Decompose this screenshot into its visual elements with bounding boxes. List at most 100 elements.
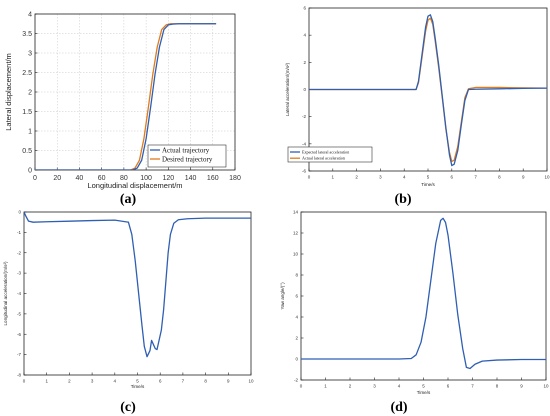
x-tick-label: 0 [308, 175, 311, 180]
x-tick-label: 2 [349, 384, 352, 389]
x-tick-label: 2 [355, 175, 358, 180]
x-tick-label: 40 [76, 175, 84, 182]
x-axis-title: Time/s [421, 182, 435, 187]
y-tick-label: -2 [17, 250, 21, 255]
series-line [301, 217, 546, 370]
legend-box [287, 146, 373, 163]
legend: Expected lateral acceleration Actual late… [287, 146, 373, 163]
x-tick-label: 5 [136, 379, 139, 384]
x-tick-label: 3 [373, 384, 376, 389]
y-tick-label: 2 [295, 336, 298, 341]
y-tick-label: 0 [295, 357, 298, 362]
panel-d-chart: 0 1 2 3 4 5 6 7 8 9 10 -2 0 2 4 6 8 10 12 14 Time/s Yaw angle… [275, 208, 550, 416]
x-tick-label: 180 [229, 175, 241, 182]
y-tick-label: 0 [18, 210, 21, 215]
x-tick-label: 140 [185, 175, 197, 182]
x-tick-label: 100 [140, 175, 152, 182]
x-axis: 0 1 2 3 4 5 6 7 8 9 10 [308, 168, 550, 180]
y-tick-label: -6 [302, 169, 306, 174]
series-line [35, 23, 217, 170]
legend-label: Actual trajectory [162, 146, 210, 154]
plot-frame [23, 211, 252, 376]
panel-a-chart: 0 20 40 60 80 100 120 140 160 180 0 0.5 1 1.5 2 2.5 3 3.5… [0, 0, 275, 208]
y-tick-label: -8 [17, 373, 21, 378]
x-tick-label: 80 [120, 175, 128, 182]
y-tick-label: -4 [17, 291, 21, 296]
x-tick-label: 7 [182, 379, 185, 384]
x-tick-label: 4 [403, 175, 406, 180]
panel-label: (c) [120, 400, 136, 415]
series-line [309, 14, 547, 167]
x-tick-label: 6 [447, 384, 450, 389]
x-tick-label: 10 [248, 379, 254, 384]
y-tick-label: 12 [293, 231, 299, 236]
y-tick-label: -1 [17, 230, 21, 235]
y-axis: -2 0 2 4 6 8 10 12 14 [293, 210, 304, 383]
x-tick-label: 10 [544, 175, 550, 180]
x-tick-label: 5 [422, 384, 425, 389]
x-tick-label: 4 [398, 384, 401, 389]
y-tick-label: 2.5 [22, 70, 32, 77]
x-tick-label: 6 [451, 175, 454, 180]
x-tick-label: 1 [45, 379, 48, 384]
x-tick-label: 3 [379, 175, 382, 180]
x-tick-label: 9 [520, 384, 523, 389]
legend-label: Expected lateral acceleration [302, 149, 349, 154]
x-tick-label: 8 [496, 384, 499, 389]
y-tick-label: 10 [293, 252, 299, 257]
y-tick-label: -4 [302, 141, 306, 146]
y-tick-label: -6 [17, 332, 21, 337]
x-tick-label: 4 [114, 379, 117, 384]
x-tick-label: 8 [204, 379, 207, 384]
y-tick-label: 1.5 [22, 109, 32, 116]
longitudinal-acceleration-chart-svg: 0 1 2 3 4 5 6 7 8 9 10 -8 -7 -6 -5 -4 -3 -2 -1 0 Time/s Longi… [3, 210, 254, 415]
x-tick-label: 7 [471, 384, 474, 389]
series-line [24, 212, 251, 358]
x-tick-label: 8 [498, 175, 501, 180]
x-axis: 0 1 2 3 4 5 6 7 8 9 10 [300, 377, 549, 389]
y-tick-label: -2 [294, 378, 298, 383]
panel-label: (a) [120, 192, 137, 207]
y-tick-label: 6 [303, 6, 306, 11]
x-tick-label: 10 [543, 384, 549, 389]
x-tick-label: 20 [53, 175, 61, 182]
x-tick-label: 60 [98, 175, 106, 182]
x-axis: 0 20 40 60 80 100 120 140 160 180 [33, 167, 241, 182]
y-tick-label: -7 [17, 352, 21, 357]
legend-label: Desired trajectory [162, 155, 213, 163]
x-tick-label: 3 [91, 379, 94, 384]
y-tick-label: 2 [28, 89, 32, 96]
lateral-acceleration-chart-svg: 0 1 2 3 4 5 6 7 8 9 10 -6 -4 -2 0 2 4 6 Time/s Lateral acce… [285, 6, 550, 207]
y-axis: -6 -4 -2 0 2 4 6 [302, 6, 312, 174]
plot-frame [300, 211, 547, 381]
x-tick-label: 1 [324, 384, 327, 389]
series-group [301, 217, 546, 370]
series-group [35, 23, 217, 170]
y-tick-label: 1 [28, 128, 32, 135]
y-axis-title: Longitudinal acceleration/(m/s²) [3, 261, 8, 326]
y-axis-title: Lateral displacement/m [4, 53, 13, 131]
x-tick-label: 6 [159, 379, 162, 384]
x-tick-label: 5 [427, 175, 430, 180]
x-tick-label: 1 [332, 175, 335, 180]
trajectory-chart-svg: 0 20 40 60 80 100 120 140 160 180 0 0.5 1 1.5 2 2.5 3 3.5… [4, 11, 241, 207]
legend-label: Actual lateral acceleration [302, 156, 345, 161]
y-tick-label: -3 [17, 271, 21, 276]
y-tick-label: 3 [28, 50, 32, 57]
y-tick-label: 2 [303, 60, 306, 65]
x-tick-label: 9 [522, 175, 525, 180]
panel-label: (d) [390, 400, 407, 415]
x-tick-label: 160 [207, 175, 219, 182]
x-tick-label: 9 [227, 379, 230, 384]
y-tick-label: 4 [28, 11, 32, 18]
x-tick-label: 0 [300, 384, 303, 389]
x-tick-label: 120 [162, 175, 174, 182]
x-axis: 0 1 2 3 4 5 6 7 8 9 10 [23, 372, 254, 384]
y-axis: -8 -7 -6 -5 -4 -3 -2 -1 0 [17, 210, 27, 378]
x-axis-title: Time/s [417, 390, 431, 395]
y-tick-label: -2 [302, 114, 306, 119]
y-tick-label: -5 [17, 311, 21, 316]
y-axis-title: Yaw angle/(°) [280, 282, 285, 310]
series-group [309, 14, 547, 167]
